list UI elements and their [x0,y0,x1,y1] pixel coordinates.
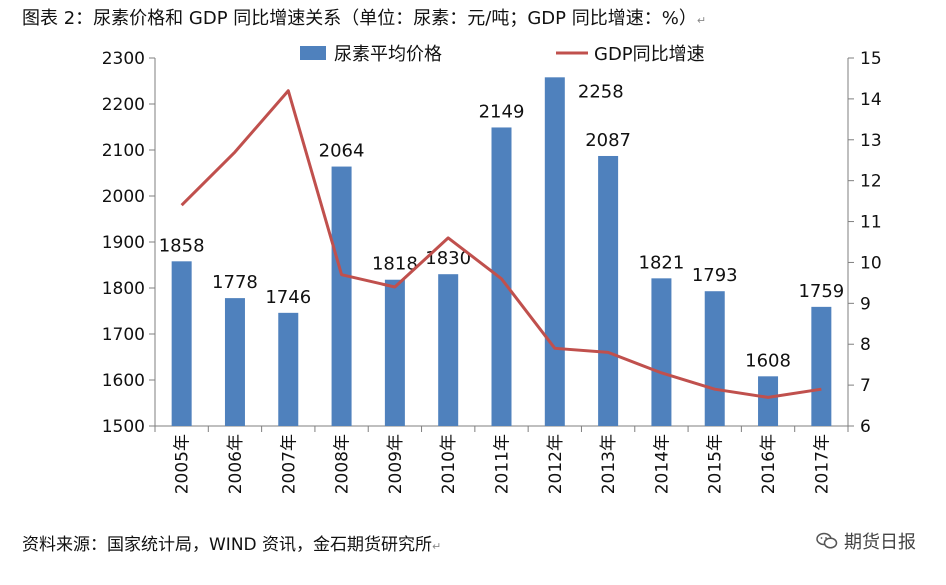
legend-bar-swatch [300,46,326,60]
y-right-tick-label: 6 [860,417,871,437]
y-right-tick-label: 10 [860,253,882,273]
legend-bar-label: 尿素平均价格 [334,44,442,65]
x-tick-label: 2012年 [546,434,566,494]
x-tick-label: 2016年 [759,434,779,494]
watermark-text: 期货日报 [844,532,916,553]
bar-data-label: 1759 [798,281,844,302]
y-right-tick-label: 12 [860,172,882,192]
x-tick-label: 2005年 [173,434,193,494]
wechat-icon [816,532,838,549]
bar [544,77,565,426]
chart-title-text: 图表 2：尿素价格和 GDP 同比增速关系（单位：尿素：元/吨；GDP 同比增速… [22,8,697,29]
bar [384,279,405,426]
x-tick-label: 2017年 [812,434,832,494]
x-tick-label: 2009年 [386,434,406,494]
watermark: 期货日报 [816,528,916,554]
bar [224,298,245,426]
gdp-line [180,89,822,399]
y-right-tick-label: 7 [860,376,871,396]
legend-line-label: GDP同比增速 [594,44,705,65]
bar-data-label: 1830 [425,248,471,269]
y-right-tick-label: 11 [860,213,882,233]
bar-data-label: 1858 [159,235,205,256]
return-mark: ↵ [696,14,707,27]
y-right-tick-label: 8 [860,335,871,355]
source-note: 资料来源：国家统计局，WIND 资讯，金石期货研究所↵ [22,530,441,555]
bar-data-label: 1746 [265,287,311,308]
bar-data-label: 2258 [578,81,624,102]
y-right-tick-label: 13 [860,131,882,151]
bar [811,306,832,426]
x-tick-label: 2008年 [333,434,353,494]
y-left-tick-label: 2300 [102,49,145,69]
bar [598,155,619,427]
return-mark: ↵ [432,540,442,553]
bar [758,376,779,426]
y-right-tick-label: 15 [860,49,882,69]
y-left-tick-label: 1700 [102,325,145,345]
bar-data-label: 2064 [319,141,365,162]
bar-data-label: 2087 [585,130,631,151]
chart-title: 图表 2：尿素价格和 GDP 同比增速关系（单位：尿素：元/吨；GDP 同比增速… [22,4,706,30]
y-right-tick-label: 9 [860,294,871,314]
y-left-tick-label: 2100 [102,141,145,161]
bar-data-label: 1793 [692,265,738,286]
bar [331,166,352,426]
bar-data-label: 1818 [372,254,418,275]
x-tick-label: 2011年 [493,434,513,494]
y-right-tick-label: 14 [860,90,882,110]
y-left-tick-label: 2200 [102,95,145,115]
bar [651,278,672,426]
y-left-tick-label: 1800 [102,279,145,299]
bar [278,312,299,426]
x-tick-label: 2006年 [226,434,246,494]
x-tick-label: 2007年 [279,434,299,494]
bar-data-label: 1778 [212,272,258,293]
x-tick-label: 2014年 [652,434,672,494]
bar [704,291,725,426]
x-tick-label: 2015年 [706,434,726,494]
bar [171,261,192,426]
bar [438,274,459,426]
y-left-tick-label: 1900 [102,233,145,253]
bar-data-label: 2149 [479,101,525,122]
source-text: 资料来源：国家统计局，WIND 资讯，金石期货研究所 [22,535,433,555]
bar [491,127,512,427]
bar-data-label: 1608 [745,350,791,371]
x-tick-label: 2010年 [439,434,459,494]
y-left-tick-label: 2000 [102,187,145,207]
y-left-tick-label: 1600 [102,371,145,391]
y-left-tick-label: 1500 [102,417,145,437]
x-tick-label: 2013年 [599,434,619,494]
bar-data-label: 1821 [639,252,685,273]
